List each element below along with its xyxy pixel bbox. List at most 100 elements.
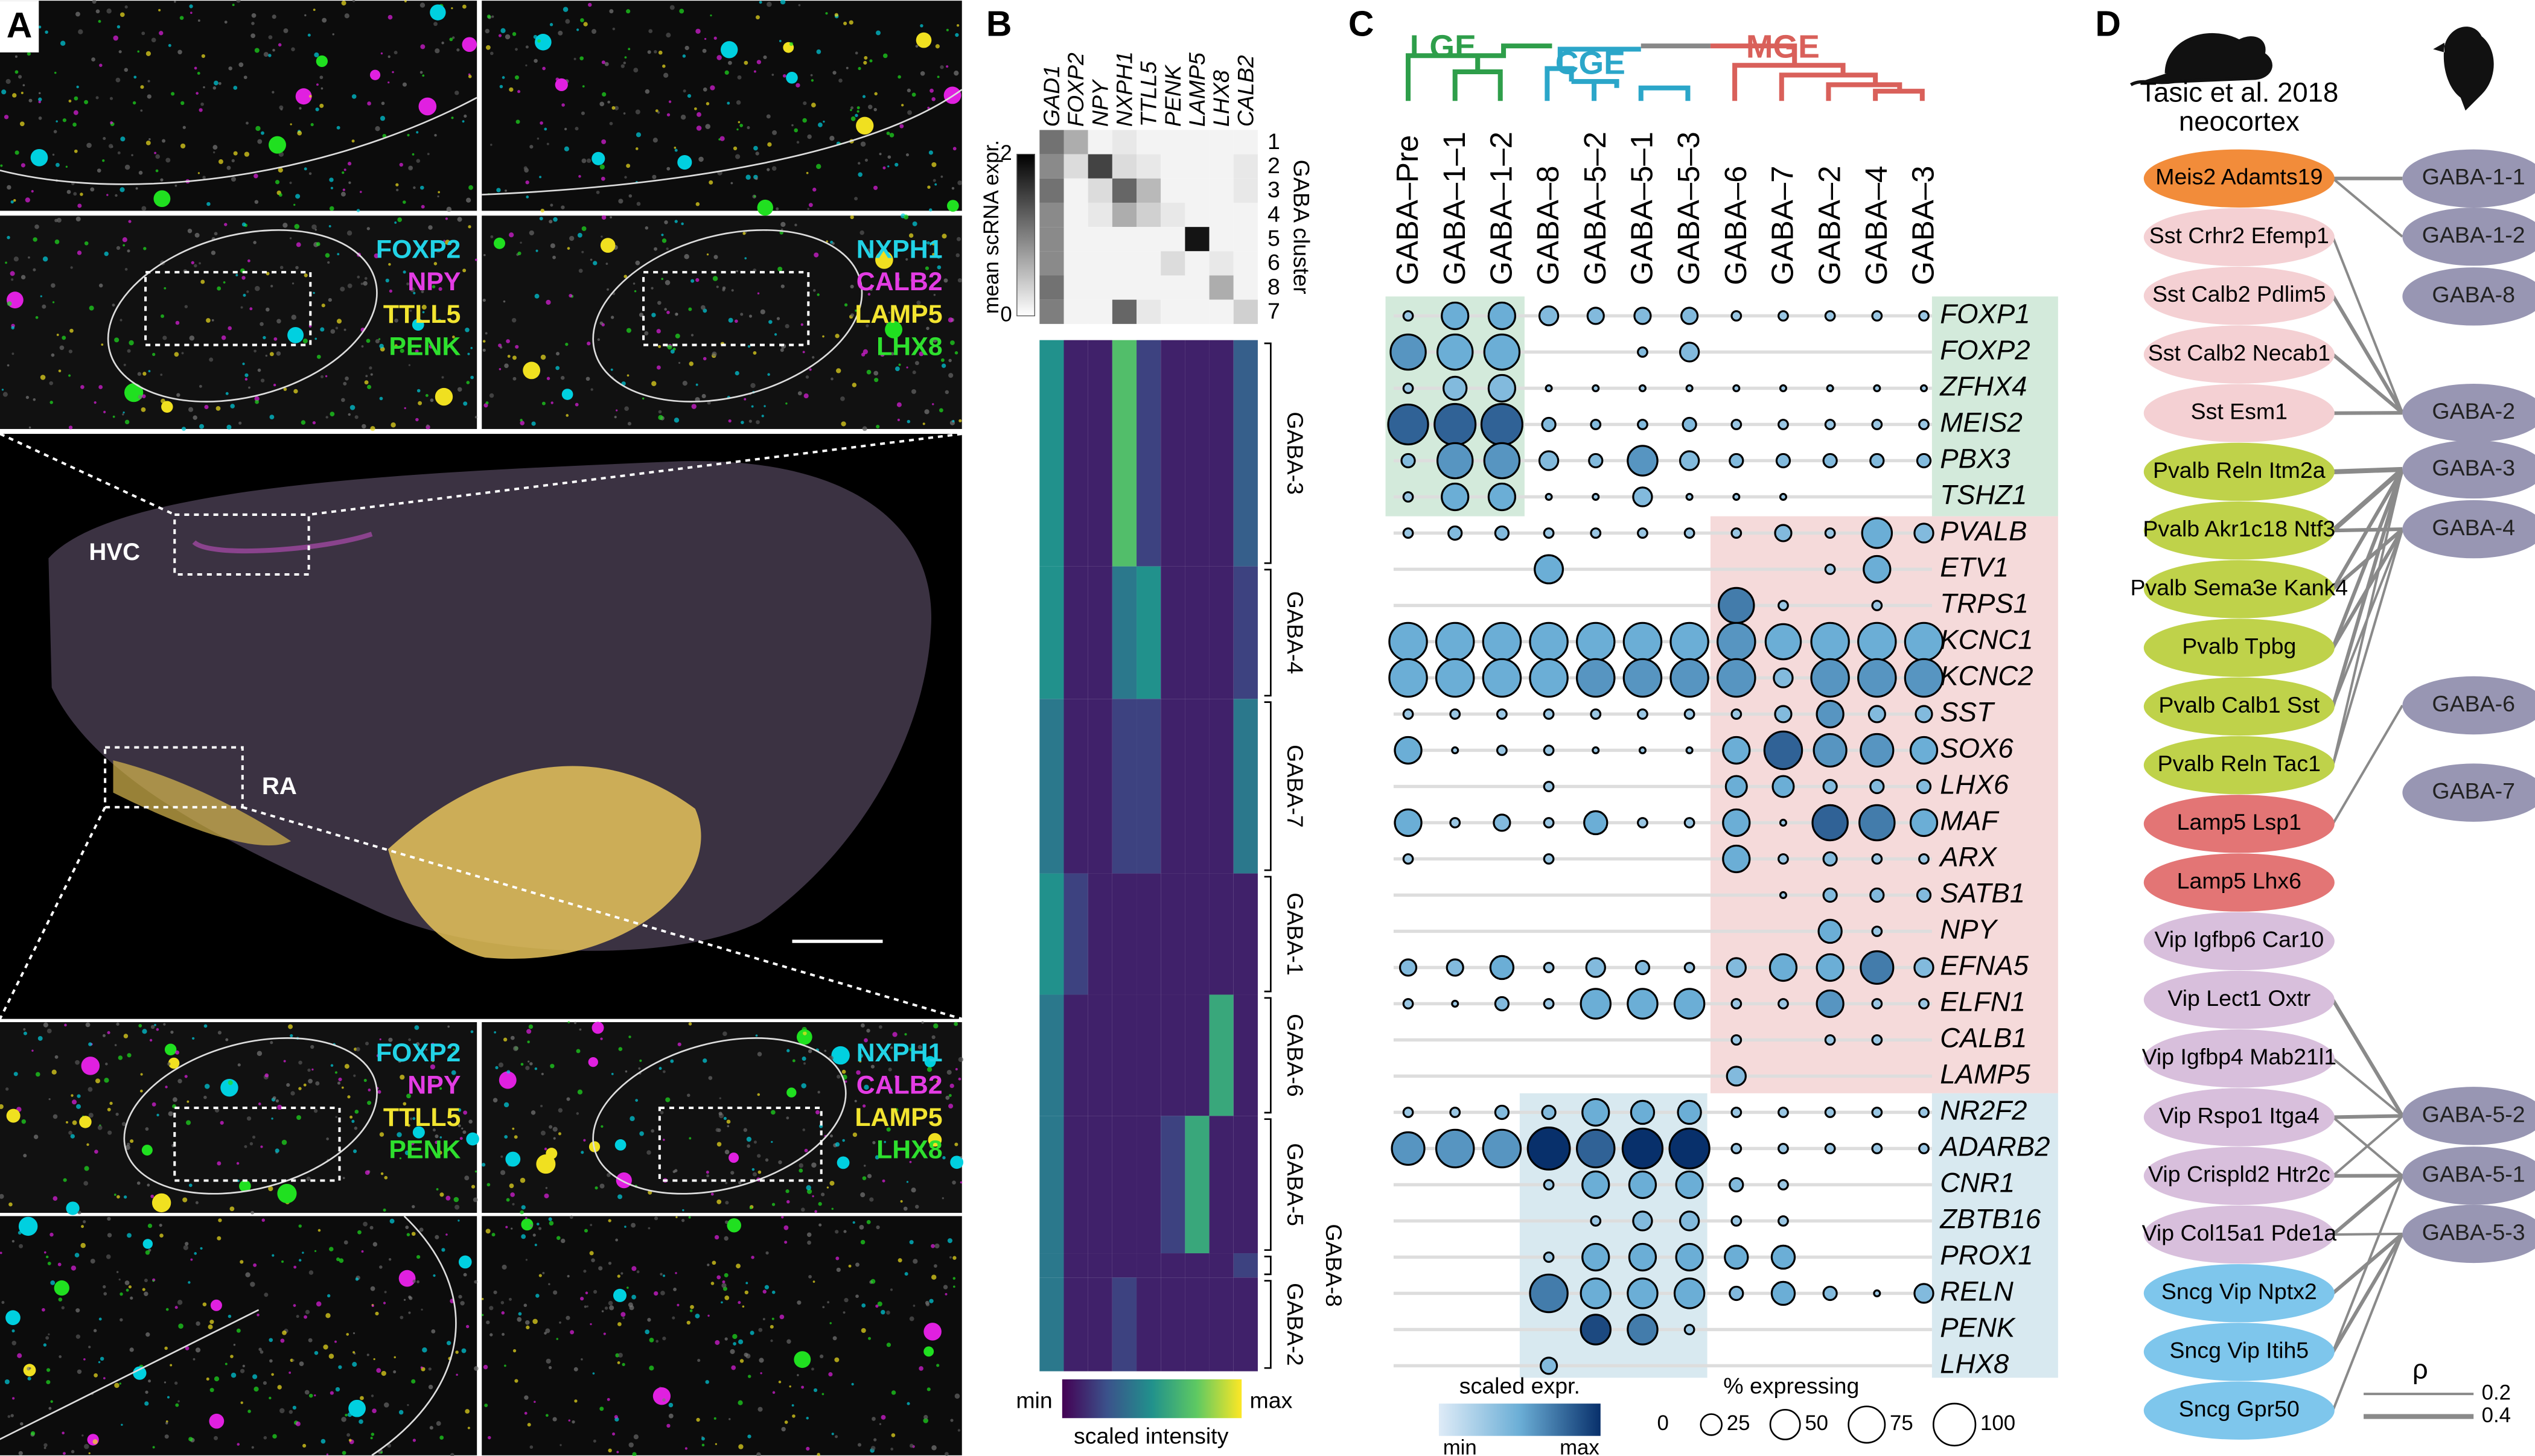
correlation-edge xyxy=(2332,1174,2404,1236)
speckle xyxy=(829,136,835,141)
speckle xyxy=(124,5,128,9)
speckle xyxy=(11,352,14,355)
speckle xyxy=(450,1090,453,1093)
speckle xyxy=(142,394,146,398)
speckle xyxy=(264,1073,269,1078)
speckle xyxy=(247,1410,251,1413)
dot xyxy=(1771,775,1795,798)
speckle xyxy=(697,112,701,117)
dot xyxy=(1824,1107,1836,1118)
speckle xyxy=(931,1035,936,1040)
speckle xyxy=(217,1236,222,1241)
speckle xyxy=(912,221,917,226)
speckle xyxy=(7,364,10,367)
speckle xyxy=(570,1330,575,1335)
speckle xyxy=(870,1279,876,1284)
speckle xyxy=(849,20,853,25)
dot xyxy=(1637,708,1648,720)
heatmap-cell xyxy=(1209,994,1234,1116)
speckle xyxy=(468,1119,473,1124)
speckle xyxy=(564,146,569,151)
speckle xyxy=(441,1248,445,1252)
speckle xyxy=(375,126,380,132)
speckle xyxy=(762,1289,767,1294)
speckle xyxy=(408,364,411,366)
speckle xyxy=(139,1089,143,1093)
speckle xyxy=(412,1205,415,1209)
speckle xyxy=(529,1062,533,1066)
speckle xyxy=(269,352,274,357)
heatmap-cell xyxy=(1209,202,1234,227)
speckle xyxy=(177,1300,183,1305)
dot xyxy=(1487,374,1517,403)
speckle xyxy=(724,1273,729,1277)
dot xyxy=(1402,310,1414,322)
speckle xyxy=(33,398,36,401)
speckle xyxy=(468,225,471,229)
zoom-line xyxy=(242,806,963,1020)
speckle xyxy=(515,48,518,51)
speckle xyxy=(809,368,812,371)
heatmap-cell xyxy=(1039,202,1064,227)
speckle xyxy=(722,1280,725,1283)
speckle xyxy=(762,1318,765,1321)
speckle xyxy=(767,142,772,147)
correlation-edge xyxy=(2333,1232,2403,1236)
speckle xyxy=(433,22,438,27)
speckle xyxy=(410,1140,415,1145)
speckle xyxy=(353,1074,356,1077)
dot xyxy=(1778,998,1789,1009)
speckle xyxy=(732,1334,738,1340)
speckle xyxy=(549,23,553,27)
speckle xyxy=(145,1332,150,1337)
speckle xyxy=(375,1311,379,1316)
speckle xyxy=(366,339,371,343)
speckle xyxy=(831,1432,834,1435)
dendrogram xyxy=(1406,43,1925,101)
heatmap-cell xyxy=(1088,1116,1112,1254)
speckle xyxy=(95,1078,100,1084)
speckle xyxy=(875,250,893,269)
bird-type-node xyxy=(2402,208,2535,266)
gene-label: ZFHX4 xyxy=(1939,370,2027,401)
speckle xyxy=(750,1330,754,1335)
cluster-label: 4 xyxy=(1268,201,1280,226)
mouse-type-node xyxy=(2143,970,2335,1029)
speckle xyxy=(260,378,265,383)
speckle xyxy=(814,252,819,258)
speckle xyxy=(602,92,607,97)
speckle xyxy=(210,1299,222,1311)
speckle xyxy=(495,1066,499,1069)
speckle xyxy=(115,1113,119,1116)
speckle xyxy=(531,1110,536,1115)
speckle xyxy=(292,1359,295,1362)
speckle xyxy=(662,1337,666,1341)
dot xyxy=(1581,1170,1610,1200)
speckle xyxy=(666,33,671,38)
speckle xyxy=(412,1117,416,1121)
speckle xyxy=(60,40,66,46)
speckle xyxy=(523,361,541,380)
dot xyxy=(1918,998,1930,1009)
speckle xyxy=(147,94,151,99)
speckle xyxy=(400,1075,405,1080)
speckle xyxy=(371,1394,374,1397)
gene-label: TTLL5 xyxy=(1136,62,1161,127)
speckle xyxy=(320,375,324,378)
heatmap-cell xyxy=(1233,275,1258,300)
speckle xyxy=(607,1173,611,1177)
speckle xyxy=(220,1121,224,1125)
speckle xyxy=(128,1285,132,1289)
speckle xyxy=(786,1049,790,1052)
speckle xyxy=(113,1194,116,1196)
speckle xyxy=(329,177,334,182)
heatmap-cell xyxy=(1088,178,1112,203)
dot xyxy=(1543,817,1555,828)
speckle xyxy=(716,1199,722,1204)
dot xyxy=(1860,950,1895,985)
speckle xyxy=(217,1161,222,1166)
speckle xyxy=(914,1204,919,1209)
marker-label: NPY xyxy=(407,1070,461,1099)
speckle xyxy=(812,289,816,292)
speckle xyxy=(712,1260,716,1265)
